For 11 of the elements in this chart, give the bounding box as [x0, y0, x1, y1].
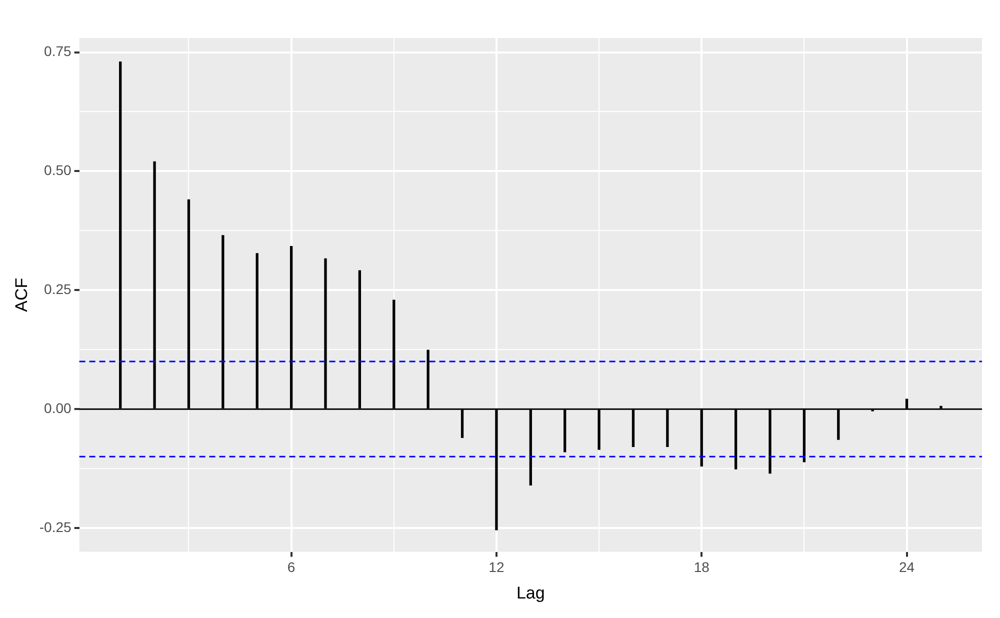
x-tick-label: 12 [488, 559, 504, 576]
x-tick-label: 24 [898, 559, 915, 576]
y-tick-label: 0.75 [44, 43, 72, 60]
y-tick-label: 0.50 [44, 162, 72, 178]
y-tick-label: 0.25 [44, 281, 72, 297]
y-tick-label: -0.25 [39, 518, 72, 535]
y-axis-title: ACF [12, 278, 31, 312]
x-tick-label: 6 [287, 559, 296, 576]
x-tick-label: 18 [694, 559, 710, 576]
x-axis-title: Lag [516, 583, 545, 602]
y-tick-label: 0.00 [44, 400, 72, 416]
